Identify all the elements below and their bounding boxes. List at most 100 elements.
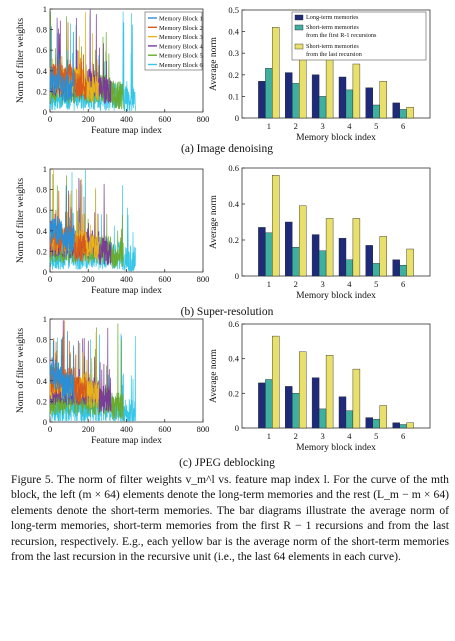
x-tick-label: 400	[120, 424, 133, 434]
bar-s1-c6	[392, 422, 400, 429]
x-axis-label: Feature map index	[91, 286, 162, 296]
line-chart-b: 0 0.2 0.4 0.6 0.8 1 0 200 400 600 800 Feature map i…	[15, 164, 209, 296]
bar-s2-c5	[372, 104, 380, 119]
x-axis-label: Memory block index	[296, 133, 376, 143]
y-tick-label: 0.2	[36, 246, 47, 256]
y-tick-label: 0	[235, 271, 239, 281]
legend-swatch-2	[294, 24, 304, 31]
series-line-block-1	[49, 331, 75, 403]
x-tick-label: 4	[347, 279, 352, 289]
legend-label-2-line2: from the first R-1 recursions	[306, 32, 377, 39]
y-tick-label: 1	[43, 164, 47, 174]
bar-s2-c5	[372, 419, 380, 429]
x-tick-label: 6	[401, 121, 405, 131]
bar-s2-c4	[345, 89, 354, 119]
x-tick-label: 5	[374, 279, 378, 289]
bar-s3-c5	[379, 236, 387, 277]
y-axis-label: Average norm	[209, 348, 219, 403]
series-line-block-1	[49, 185, 75, 257]
bar-s2-c2	[292, 246, 300, 277]
bar-s2-c2	[292, 393, 300, 429]
y-tick-label: 0.2	[228, 235, 239, 245]
x-tick-label: 4	[347, 121, 352, 131]
bar-s3-c5	[379, 81, 387, 119]
bar-s1-c6	[392, 102, 400, 119]
x-tick-label: 1	[267, 431, 271, 441]
plot-frame	[241, 9, 431, 119]
bar-s1-c1	[258, 81, 266, 119]
bar-s2-c6	[399, 424, 407, 429]
y-axis-label: Norm of filter weights	[15, 328, 26, 414]
bar-s3-c1	[272, 174, 280, 277]
x-tick-label: 5	[374, 431, 378, 441]
y-tick-label: 0.2	[228, 70, 239, 80]
line-chart-c: 0 0.2 0.4 0.6 0.8 1 0 200 400 600 800 Feature map i…	[15, 314, 209, 446]
bar-s3-c2	[299, 205, 307, 277]
bar-chart-b: 0 0.2 0.4 0.6 1 2 3 4 5 6 Memory block index Averag…	[209, 163, 431, 301]
bar-s2-c1	[265, 379, 273, 429]
bar-s3-c6	[406, 248, 414, 277]
legend-label-block-1: Memory Block 1	[159, 16, 203, 23]
y-axis-label: Average norm	[209, 36, 219, 91]
bar-s2-c5	[372, 263, 380, 277]
y-tick-label: 0.6	[228, 163, 239, 173]
x-axis-label: Feature map index	[91, 126, 162, 136]
y-tick-label: 0.4	[36, 226, 47, 236]
y-axis-label: Norm of filter weights	[15, 18, 26, 104]
caption-text: The norm of filter weights v_m^l vs. fea…	[11, 473, 449, 564]
legend-box	[144, 11, 203, 71]
x-tick-label: 3	[320, 279, 324, 289]
x-tick-label: 4	[347, 431, 352, 441]
sublabel-b: (b) Super-resolution	[181, 306, 274, 318]
figure-caption: Figure 5. The norm of filter weights v_m…	[11, 472, 449, 564]
y-tick-label: 0.5	[228, 5, 239, 15]
bar-s1-c5	[365, 417, 373, 429]
legend-label-2: Short-term memories	[306, 24, 359, 31]
bar-s3-c3	[325, 355, 334, 429]
x-tick-label: 2	[294, 279, 298, 289]
x-tick-label: 2	[294, 431, 298, 441]
y-tick-label: 0.8	[36, 335, 47, 345]
series-line-block-1	[49, 26, 75, 103]
legend-label-3-line2: from the last recursion	[306, 51, 362, 58]
x-tick-label: 600	[158, 114, 171, 124]
x-tick-label: 1	[267, 121, 271, 131]
y-tick-label: 0.6	[36, 45, 47, 55]
bar-s1-c1	[258, 382, 266, 429]
bar-s3-c2	[299, 351, 307, 429]
y-tick-label: 0.4	[228, 199, 239, 209]
y-tick-label: 0.8	[36, 185, 47, 195]
y-tick-label: 0.2	[36, 396, 47, 406]
y-tick-label: 0	[235, 113, 239, 123]
bar-s2-c6	[399, 265, 407, 277]
bar-s1-c2	[285, 72, 293, 119]
legend-label-1: Long-term memories	[306, 14, 359, 21]
bar-s2-c3	[318, 408, 327, 429]
bar-s1-c2	[285, 386, 293, 429]
x-tick-label: 3	[320, 121, 324, 131]
row-c: 0 0.2 0.4 0.6 0.8 1 0 200 400 600 800 Feature map i…	[15, 314, 431, 469]
y-tick-label: 1	[43, 314, 47, 324]
x-tick-label: 400	[120, 274, 133, 284]
x-tick-label: 600	[158, 274, 171, 284]
x-tick-label: 200	[82, 424, 95, 434]
row-b: 0 0.2 0.4 0.6 0.8 1 0 200 400 600 800 Feature map i…	[15, 163, 431, 318]
bar-s3-c4	[352, 368, 361, 429]
bar-s2-c6	[399, 109, 407, 119]
bar-s1-c4	[338, 76, 347, 119]
y-tick-label: 0.4	[228, 354, 239, 364]
x-tick-label: 2	[294, 121, 298, 131]
bar-s1-c5	[365, 245, 373, 277]
x-tick-label: 800	[197, 274, 210, 284]
y-tick-label: 1	[43, 4, 47, 14]
bar-s2-c1	[265, 68, 273, 119]
x-tick-label: 800	[197, 114, 210, 124]
bar-s1-c6	[392, 259, 400, 277]
bar-s1-c3	[311, 377, 320, 429]
y-axis-label: Average norm	[209, 194, 219, 249]
x-tick-label: 1	[267, 279, 271, 289]
legend-label-block-4: Memory Block 4	[159, 43, 203, 50]
caption-label: Figure 5.	[11, 473, 54, 486]
x-tick-label: 5	[374, 121, 378, 131]
sublabel-c: (c) JPEG deblocking	[179, 457, 275, 469]
